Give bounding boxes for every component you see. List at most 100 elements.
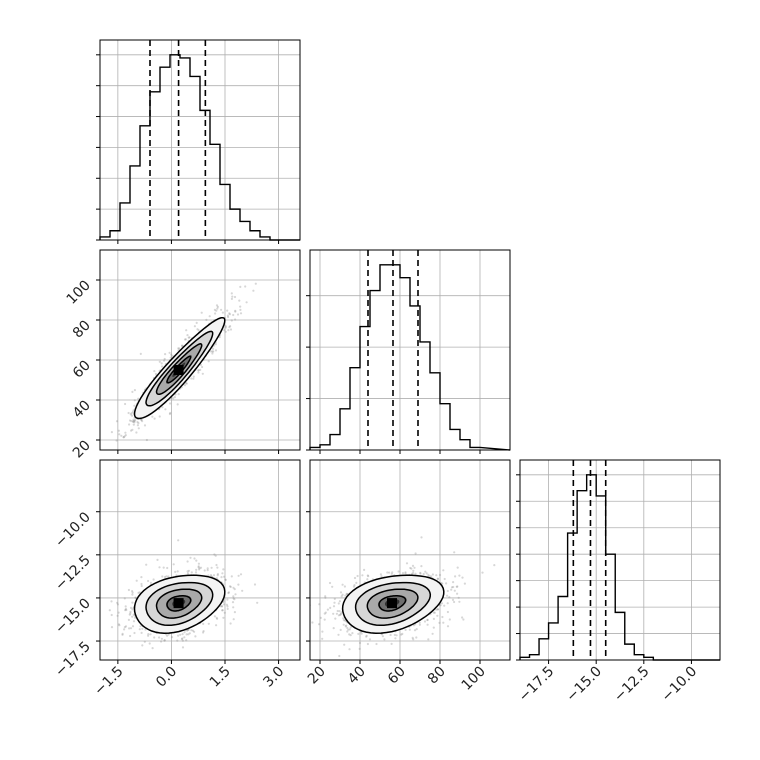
- scatter-point: [239, 308, 242, 311]
- scatter-point: [141, 420, 144, 423]
- scatter-point: [410, 572, 413, 576]
- scatter-point: [195, 559, 198, 562]
- scatter-point: [133, 420, 136, 423]
- scatter-point: [252, 289, 255, 292]
- scatter-point: [215, 563, 218, 567]
- scatter-point: [224, 578, 227, 582]
- scatter-point: [425, 572, 428, 575]
- scatter-point: [408, 628, 411, 631]
- scatter-point: [127, 588, 130, 592]
- scatter-point: [181, 344, 184, 347]
- scatter-point: [436, 614, 439, 617]
- scatter-point: [149, 633, 152, 636]
- scatter-point: [129, 634, 132, 638]
- scatter-point: [445, 582, 448, 585]
- scatter-point: [380, 575, 383, 578]
- scatter-point: [173, 396, 176, 399]
- scatter-point: [431, 632, 434, 635]
- contour-line: [378, 595, 407, 612]
- scatter-point: [427, 573, 430, 577]
- scatter-point: [145, 563, 148, 566]
- scatter-point: [153, 636, 156, 639]
- scatter-point: [137, 422, 140, 425]
- scatter-point: [193, 557, 196, 560]
- scatter-point: [232, 597, 235, 600]
- contour-line: [133, 316, 226, 420]
- scatter-point: [186, 572, 190, 575]
- diag-0-frame: [99, 39, 301, 241]
- scatter-point: [190, 571, 193, 574]
- scatter-point: [365, 635, 368, 638]
- scatter-point: [481, 571, 484, 574]
- scatter-point: [131, 428, 134, 431]
- scatter-point: [343, 619, 347, 622]
- scatter-point: [456, 566, 459, 569]
- scatter-point: [216, 617, 219, 620]
- scatter-point: [441, 582, 444, 585]
- joint-2-0-frame: [99, 459, 301, 661]
- scatter-point: [154, 372, 157, 375]
- scatter-point: [214, 554, 217, 557]
- scatter-point: [131, 590, 134, 593]
- scatter-point: [193, 325, 196, 328]
- scatter-point: [192, 375, 195, 378]
- diag-2-frame: [519, 459, 721, 661]
- scatter-point: [199, 368, 202, 371]
- scatter-point: [133, 421, 136, 424]
- scatter-point: [234, 593, 237, 596]
- scatter-point: [172, 397, 175, 400]
- scatter-point: [348, 633, 351, 636]
- scatter-point: [321, 630, 324, 633]
- scatter-point: [166, 566, 169, 570]
- scatter-point: [228, 313, 231, 316]
- scatter-point: [342, 619, 345, 622]
- scatter-point: [128, 419, 132, 422]
- scatter-point: [367, 575, 370, 578]
- scatter-point: [383, 638, 386, 641]
- scatter-point: [92, 635, 94, 637]
- scatter-point: [222, 603, 226, 606]
- scatter-point: [147, 634, 150, 637]
- scatter-point: [414, 552, 417, 555]
- scatter-point: [328, 581, 332, 585]
- scatter-point: [493, 564, 496, 567]
- scatter-point: [446, 625, 450, 628]
- scatter-point: [214, 343, 217, 346]
- scatter-point: [333, 601, 336, 604]
- scatter-point: [134, 596, 137, 600]
- scatter-point: [140, 576, 143, 579]
- scatter-point: [181, 639, 184, 642]
- scatter-point: [221, 572, 224, 575]
- scatter-point: [153, 370, 156, 373]
- scatter-point: [233, 588, 236, 591]
- scatter-point: [167, 633, 170, 636]
- scatter-point: [448, 596, 451, 599]
- scatter-point: [206, 569, 209, 572]
- scatter-point: [115, 420, 119, 423]
- scatter-point: [110, 431, 113, 434]
- scatter-point: [338, 610, 341, 613]
- scatter-point: [190, 629, 193, 632]
- scatter-point: [412, 624, 415, 627]
- scatter-point: [202, 631, 205, 634]
- scatter-point: [337, 614, 340, 617]
- scatter-point: [418, 623, 421, 626]
- scatter-point: [197, 369, 200, 372]
- scatter-point: [212, 350, 215, 353]
- scatter-point: [158, 415, 161, 418]
- scatter-point: [124, 434, 127, 437]
- scatter-point: [431, 573, 434, 576]
- scatter-point: [409, 566, 412, 570]
- scatter-point: [318, 623, 321, 626]
- scatter-point: [124, 431, 127, 434]
- scatter-point: [110, 600, 113, 603]
- scatter-point: [141, 644, 144, 647]
- scatter-point: [132, 418, 135, 421]
- scatter-point: [221, 311, 224, 314]
- scatter-point: [342, 623, 345, 626]
- scatter-point: [116, 601, 119, 604]
- scatter-point: [461, 576, 464, 579]
- scatter-point: [177, 634, 180, 637]
- scatter-point: [404, 572, 407, 575]
- scatter-point: [232, 618, 235, 621]
